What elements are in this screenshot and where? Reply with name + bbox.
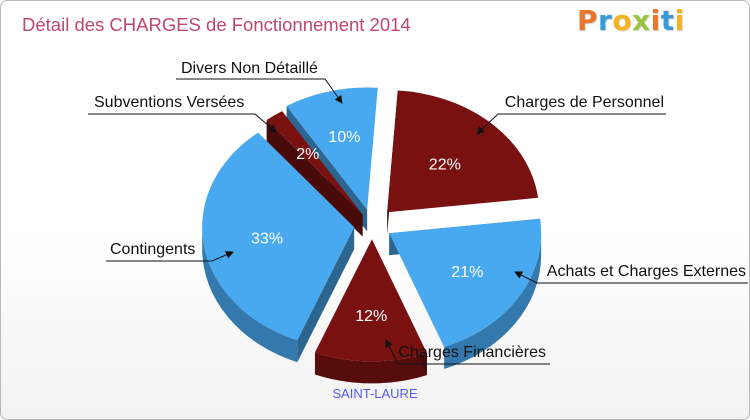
logo-letter-6: t [660,4,675,37]
pie-slice-achats [389,218,542,369]
pie-slice-contingents [202,132,355,363]
proxiti-logo[interactable]: Proxiti [577,4,685,37]
percent-label-divers: 10% [328,129,360,146]
leader-lines [88,78,748,365]
logo-letter-5: i [650,4,661,37]
percent-label-subventions: 2% [296,146,319,163]
leader-line-achats [514,271,748,284]
logo-letter-3: o [612,4,633,37]
percent-label-financieres: 12% [355,308,387,325]
pie-slice-top [314,239,427,362]
logo-letter-1: P [577,4,599,37]
pie-slice-top [389,218,542,347]
pie-slice-top [266,111,363,215]
pie-slice-financieres [314,239,427,384]
percent-label-personnel: 22% [429,157,461,174]
pie-slice-side [444,233,542,369]
pie-slice-top [286,87,378,210]
percent-label-contingents: 33% [251,231,283,248]
pie-slice-personnel [387,90,539,235]
pie-slice-edge [266,120,363,237]
leader-line-contingents [106,251,234,262]
pie-slice-top [387,90,539,213]
leader-line-financieres [385,339,550,365]
category-label-personnel: Charges de Personnel [505,94,664,111]
category-labels: Charges de Personnel Achats et Charges Ex… [94,60,746,361]
leader-line-subventions [88,113,277,133]
logo-letter-4: x [632,4,651,37]
leader-line-personnel [476,113,666,135]
pie-slice-edge [297,227,355,363]
pie-slice-side [202,227,298,363]
logo-letter-2: r [598,4,613,37]
logo-letter-7: i [674,4,685,37]
pie-slice-side [314,352,427,384]
pie-slice-subventions [266,111,363,237]
pie-slices [202,87,542,384]
category-label-contingents: Contingents [110,241,195,258]
percent-label-achats: 21% [451,264,483,281]
percent-labels: 22% 21% 12% 33% 2% 10% [251,129,483,325]
category-label-financieres: Charges Financières [398,344,546,361]
pie-slice-top [202,132,355,341]
leader-line-divers [176,78,343,104]
category-label-subventions: Subventions Versées [94,94,244,111]
chart-title: Détail des CHARGES de Fonctionnement 201… [22,14,411,35]
category-label-divers: Divers Non Détaillé [181,60,318,77]
chart-subtitle: SAINT-LAURE [332,386,418,401]
category-label-achats: Achats et Charges Externes [547,263,746,280]
